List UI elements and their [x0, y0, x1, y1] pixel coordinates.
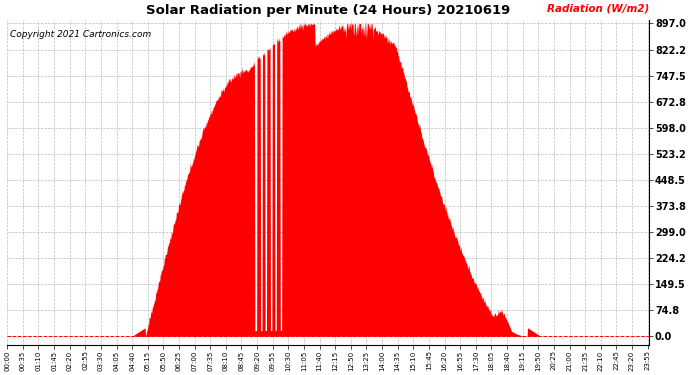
- Text: Copyright 2021 Cartronics.com: Copyright 2021 Cartronics.com: [10, 30, 152, 39]
- Title: Solar Radiation per Minute (24 Hours) 20210619: Solar Radiation per Minute (24 Hours) 20…: [146, 4, 511, 17]
- Text: Radiation (W/m2): Radiation (W/m2): [547, 3, 649, 13]
